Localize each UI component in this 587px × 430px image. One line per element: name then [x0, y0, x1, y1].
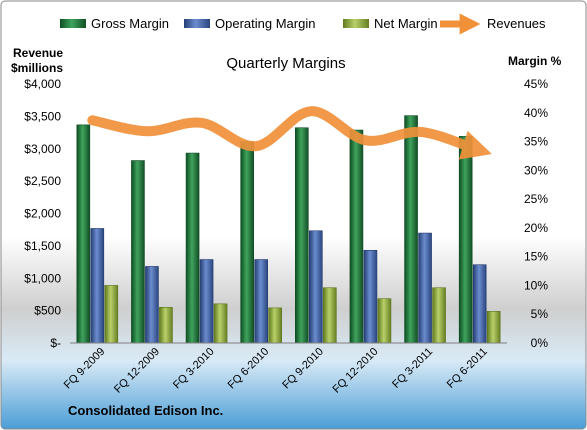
bar-gross-margin	[131, 160, 145, 344]
bar-operating-margin	[90, 228, 105, 344]
left-tick-label: $-	[50, 336, 61, 350]
bar-net-margin	[432, 287, 446, 344]
bar-net-margin	[323, 287, 337, 344]
left-tick-label: $2,000	[24, 207, 61, 221]
chart-title: Quarterly Margins	[226, 55, 345, 72]
bar-gross-margin	[76, 124, 91, 344]
right-tick-label: 20%	[524, 221, 548, 235]
right-tick-label: 45%	[524, 77, 548, 91]
left-axis-label-line1: Revenue	[13, 46, 63, 60]
right-tick-label: 30%	[524, 163, 548, 177]
line-revenues	[87, 106, 492, 160]
bar-operating-margin	[145, 266, 159, 344]
right-tick-label: 5%	[531, 307, 549, 321]
legend-label-revenues: Revenues	[487, 16, 546, 31]
bar-operating-margin	[418, 232, 432, 344]
bar-gross-margin	[458, 136, 473, 344]
bars	[76, 115, 501, 344]
bar-gross-margin	[295, 127, 309, 344]
bar-operating-margin	[199, 259, 214, 344]
bar-operating-margin	[472, 264, 487, 344]
legend-label-net-margin: Net Margin	[374, 16, 438, 31]
left-tick-label: $3,500	[24, 109, 61, 123]
right-axis-label: Margin %	[508, 54, 562, 68]
right-tick-label: 0%	[531, 336, 549, 350]
bar-net-margin	[159, 307, 173, 344]
legend-swatch-operating-margin	[184, 19, 210, 28]
right-tick-label: 10%	[524, 278, 548, 292]
bar-operating-margin	[309, 230, 323, 344]
right-tick-label: 15%	[524, 250, 548, 264]
footer-company: Consolidated Edison Inc.	[68, 403, 223, 418]
bar-gross-margin	[404, 115, 418, 344]
left-tick-label: $1,500	[24, 239, 61, 253]
left-tick-label: $4,000	[24, 77, 61, 91]
bar-gross-margin	[349, 129, 364, 344]
right-tick-label: 35%	[524, 135, 548, 149]
left-axis-ticks: $- $500 $1,000 $1,500 $2,000 $2,500 $3,000 $3,5…	[24, 77, 61, 350]
bar-gross-margin	[240, 141, 254, 344]
bar-gross-margin	[185, 152, 200, 344]
bar-net-margin	[104, 285, 119, 344]
bar-operating-margin	[363, 250, 378, 344]
right-tick-label: 25%	[524, 192, 548, 206]
legend-swatch-net-margin	[343, 19, 369, 28]
bar-net-margin	[377, 298, 392, 344]
left-tick-label: $500	[34, 304, 61, 318]
revenue-line	[87, 106, 492, 160]
legend-label-operating-margin: Operating Margin	[215, 16, 315, 31]
left-tick-label: $2,500	[24, 174, 61, 188]
right-axis-ticks: 0% 5% 10% 15% 20% 25% 30% 35% 40% 45%	[524, 77, 548, 350]
left-tick-label: $1,000	[24, 271, 61, 285]
bar-net-margin	[213, 303, 228, 344]
left-axis-label-line2: $millions	[11, 61, 63, 75]
legend: Gross Margin Operating Margin Net Margin…	[60, 13, 546, 35]
bar-net-margin	[268, 307, 282, 344]
legend-label-gross-margin: Gross Margin	[91, 16, 169, 31]
legend-swatch-gross-margin	[60, 19, 86, 28]
right-tick-label: 40%	[524, 106, 548, 120]
bar-operating-margin	[254, 259, 268, 344]
bar-net-margin	[486, 311, 501, 344]
left-tick-label: $3,000	[24, 142, 61, 156]
